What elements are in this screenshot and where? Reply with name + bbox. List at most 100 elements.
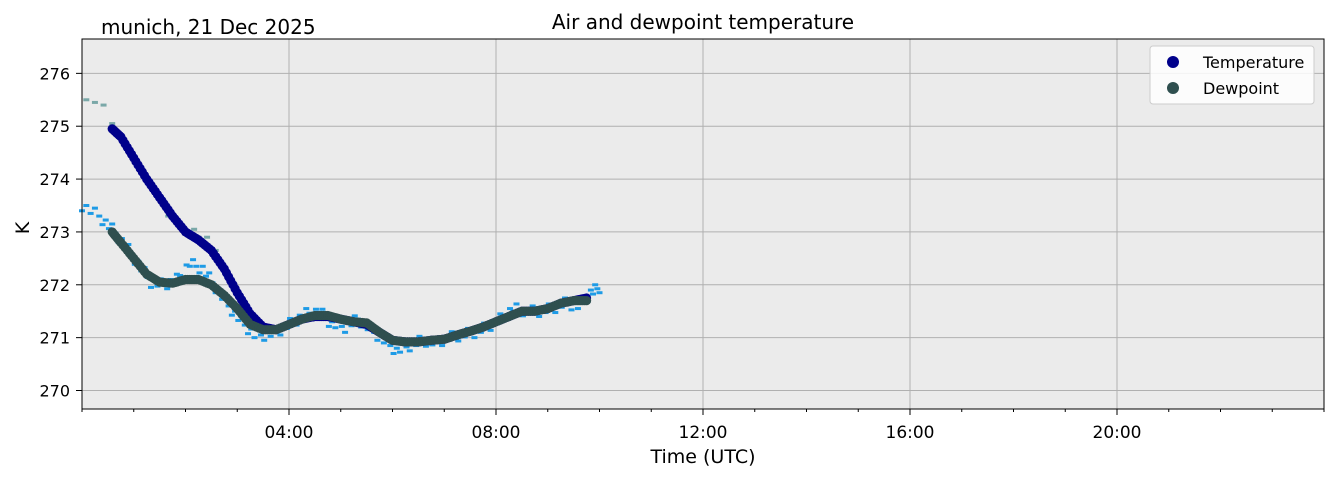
data-point-raw-2 — [568, 308, 575, 312]
data-point-raw-2 — [105, 227, 112, 231]
data-point-raw-2 — [245, 332, 252, 336]
grid — [82, 39, 1324, 409]
data-point-raw-2 — [429, 343, 436, 347]
x-tick-label: 16:00 — [886, 423, 935, 443]
data-point-raw-2 — [507, 307, 514, 311]
location-date: munich, 21 Dec 2025 — [101, 15, 316, 39]
data-point-raw-2 — [471, 336, 478, 340]
data-point-raw-2 — [261, 338, 268, 342]
series-dewpoint — [107, 227, 592, 347]
data-point-raw-2 — [202, 274, 209, 278]
data-point-raw-2 — [183, 263, 190, 267]
data-point-raw-2 — [125, 242, 132, 246]
data-point-raw-2 — [455, 339, 462, 343]
data-point-raw-2 — [406, 349, 413, 353]
data-point-raw-2 — [190, 258, 197, 262]
data-point-raw-2 — [380, 341, 387, 345]
data-point-raw-2 — [196, 271, 203, 275]
x-tick-label: 04:00 — [265, 423, 314, 443]
data-point-raw-2 — [228, 313, 235, 317]
data-point-raw-2 — [497, 312, 504, 316]
data-point-raw-2 — [587, 288, 594, 292]
y-tick-label: 273 — [39, 223, 70, 242]
legend-label-temperature: Temperature — [1202, 53, 1304, 72]
data-point-raw-3 — [83, 98, 90, 102]
data-point-raw-3 — [91, 100, 98, 104]
data-point-raw-2 — [351, 314, 358, 318]
data-point-dewpoint — [581, 296, 592, 306]
data-point-raw-3 — [100, 103, 107, 107]
legend-box — [1149, 45, 1315, 105]
data-point-raw-2 — [374, 338, 381, 342]
data-point-raw-2 — [590, 292, 597, 296]
legend-marker-temperature — [1167, 56, 1179, 68]
axes: 04:00 08:00 12:00 16:00 20:00 270 271 272 273 274… — [39, 64, 1325, 443]
data-point-raw-2 — [102, 218, 109, 222]
data-point-raw-2 — [186, 264, 193, 268]
legend-label-dewpoint: Dewpoint — [1203, 79, 1279, 98]
data-point-raw-3 — [191, 227, 198, 231]
data-point-raw-2 — [594, 287, 601, 291]
data-point-raw-2 — [193, 264, 200, 268]
data-point-raw-2 — [448, 330, 455, 334]
y-tick-label: 272 — [39, 276, 70, 295]
x-axis-label: Time (UTC) — [649, 446, 755, 468]
data-point-raw-2 — [277, 333, 284, 337]
data-point-raw-2 — [99, 223, 106, 227]
data-point-raw-2 — [199, 264, 206, 268]
data-point-raw-2 — [422, 344, 429, 348]
y-tick-label: 271 — [39, 329, 70, 348]
data-point-raw-2 — [109, 222, 116, 226]
data-point-raw-2 — [397, 350, 404, 354]
data-point-raw-2 — [235, 318, 242, 322]
chart-title: Air and dewpoint temperature — [552, 10, 854, 34]
data-point-raw-2 — [574, 307, 581, 311]
y-tick-label: 276 — [39, 64, 70, 83]
data-point-raw-3 — [204, 235, 211, 239]
y-tick-label: 270 — [39, 382, 70, 401]
data-point-raw-2 — [439, 344, 446, 348]
data-point-raw-2 — [303, 307, 310, 311]
data-point-raw-2 — [387, 344, 394, 348]
data-point-raw-3 — [109, 122, 116, 126]
data-point-raw-2 — [416, 334, 423, 338]
data-point-raw-2 — [91, 206, 98, 210]
data-point-raw-2 — [393, 346, 400, 350]
data-point-raw-2 — [592, 283, 599, 287]
data-point-raw-2 — [267, 334, 274, 338]
data-point-raw-2 — [257, 333, 264, 337]
data-point-raw-2 — [173, 272, 180, 276]
data-point-raw-2 — [83, 204, 90, 207]
data-point-raw-2 — [487, 328, 494, 332]
data-point-raw-2 — [519, 314, 526, 318]
data-point-raw-2 — [287, 316, 294, 320]
x-tick-label: 20:00 — [1093, 423, 1142, 443]
y-tick-label: 275 — [39, 117, 70, 136]
x-tick-label: 08:00 — [472, 423, 521, 443]
data-point-raw-2 — [596, 291, 603, 295]
data-point-raw-2 — [325, 324, 332, 328]
y-tick-label: 274 — [39, 170, 70, 189]
data-point-raw-2 — [164, 287, 171, 291]
chart-marks — [79, 98, 603, 355]
data-point-raw-2 — [206, 271, 213, 275]
data-point-raw-2 — [251, 336, 258, 340]
y-axis-label: K — [12, 221, 34, 234]
data-point-raw-2 — [338, 324, 345, 328]
data-point-raw-2 — [87, 211, 94, 215]
data-point-raw-2 — [342, 330, 349, 334]
legend-marker-dewpoint — [1167, 82, 1179, 94]
data-point-raw-2 — [552, 311, 559, 315]
data-point-raw-2 — [312, 307, 319, 311]
legend: Temperature Dewpoint — [1149, 45, 1315, 105]
data-point-raw-2 — [403, 345, 410, 349]
data-point-raw-2 — [529, 304, 536, 308]
data-point-raw-2 — [241, 323, 248, 327]
data-point-raw-2 — [536, 315, 543, 318]
data-point-raw-2 — [332, 326, 339, 330]
data-point-raw-2 — [319, 307, 326, 311]
data-point-raw-2 — [148, 285, 154, 289]
data-point-raw-2 — [177, 274, 184, 278]
data-point-raw-2 — [390, 352, 397, 355]
